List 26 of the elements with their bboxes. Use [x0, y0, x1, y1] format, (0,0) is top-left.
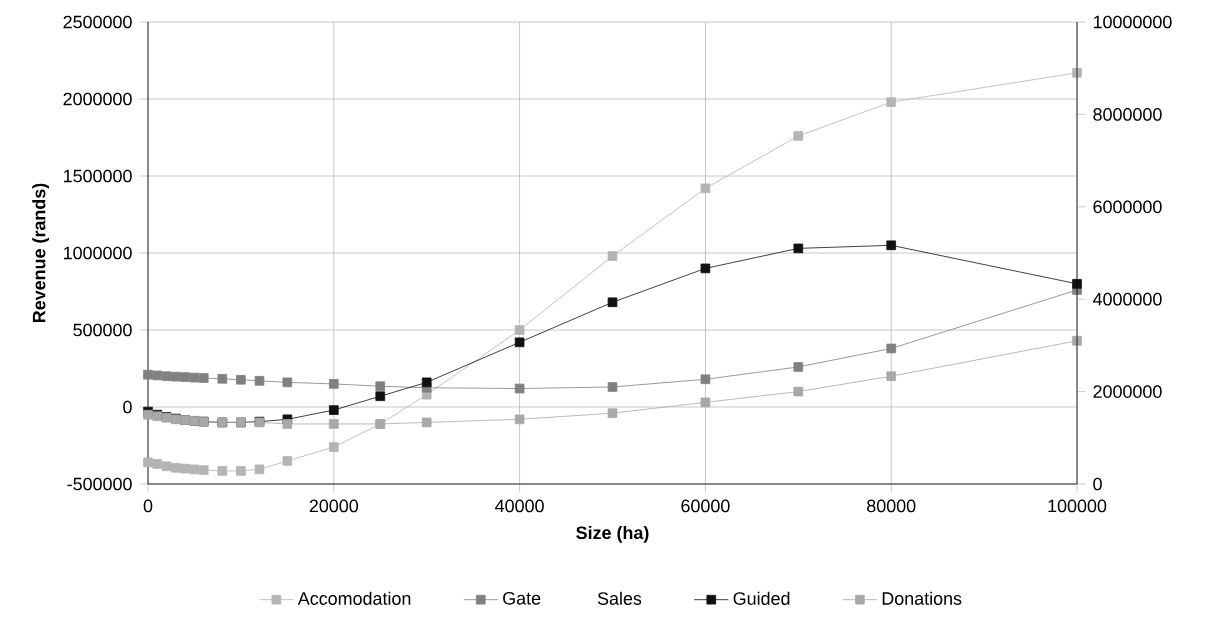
- legend-label: Donations: [882, 591, 962, 605]
- y-tick-label: 1500000: [64, 169, 132, 183]
- legend-label: Accomodation: [297, 591, 411, 605]
- y2-tick-label: 8000000: [1093, 108, 1162, 121]
- text: Sales: [597, 591, 642, 605]
- y2-tick-label: 2000000: [1093, 385, 1162, 398]
- x-tick-label: 20000: [309, 499, 359, 513]
- y-tick-label: -500000: [67, 477, 132, 491]
- y-tick-label: 1000000: [64, 246, 132, 260]
- x-tick-label: 100000: [1048, 499, 1107, 513]
- x-tick-label: 0: [143, 499, 153, 513]
- x-axis-title: Size (ha): [576, 525, 649, 543]
- y2-tick-label: 6000000: [1093, 200, 1162, 214]
- legend-label: Guided: [733, 591, 790, 605]
- y2-tick-label: 0: [1093, 477, 1102, 491]
- y2-tick-label: 10000000: [1093, 15, 1172, 29]
- y-axis-title: Revenue (rands): [32, 183, 49, 323]
- x-tick-label: 80000: [867, 499, 916, 513]
- y-tick-label: 0: [123, 400, 132, 414]
- y-tick-label: 2500000: [63, 15, 132, 29]
- x-tick-label: 60000: [681, 499, 730, 513]
- legend-label: Gate: [503, 591, 541, 605]
- y-tick-label: 500000: [73, 323, 132, 337]
- y-tick-label: 2000000: [63, 92, 132, 106]
- x-tick-label: 40000: [495, 499, 544, 513]
- y2-tick-label: 4000000: [1092, 292, 1162, 306]
